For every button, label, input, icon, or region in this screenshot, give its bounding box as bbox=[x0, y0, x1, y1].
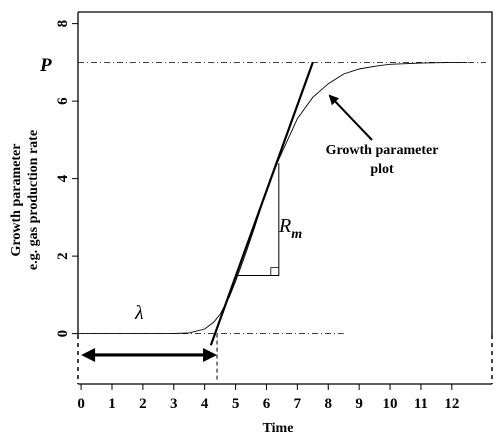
x-tick-label: 7 bbox=[294, 396, 302, 412]
y-axis-title-line1: Growth parameter bbox=[9, 144, 24, 257]
x-tick-label: 11 bbox=[414, 396, 428, 412]
rate-label-main: R bbox=[278, 215, 291, 237]
curve-label-line1: Growth parameter bbox=[326, 143, 439, 158]
curve-label-arrow bbox=[328, 94, 373, 141]
x-axis-ticks: 0 1 2 3 4 5 6 7 8 9 10 11 12 bbox=[77, 384, 459, 412]
lag-label: λ bbox=[134, 302, 144, 324]
curve-label-line2: plot bbox=[370, 162, 394, 177]
x-tick-label: 5 bbox=[232, 396, 240, 412]
plot-frame bbox=[77, 11, 493, 335]
slope-triangle bbox=[235, 163, 280, 276]
y-tick-label: 6 bbox=[55, 97, 71, 105]
x-tick-label: 1 bbox=[108, 396, 116, 412]
x-tick-label: 6 bbox=[263, 396, 271, 412]
plateau-label: P bbox=[39, 55, 52, 76]
x-tick-label: 3 bbox=[170, 396, 178, 412]
max-rate-tangent-line bbox=[209, 62, 314, 346]
y-axis-title-line2: e.g. gas production rate bbox=[26, 130, 41, 270]
x-axis-title: Time bbox=[263, 421, 294, 436]
growth-curve-line bbox=[81, 61, 468, 335]
right-angle-marker bbox=[270, 267, 279, 276]
y-axis-ticks: 0 2 4 6 8 bbox=[55, 20, 78, 338]
rate-label: Rm bbox=[278, 215, 302, 242]
rate-label-subscript: m bbox=[291, 227, 302, 242]
y-tick-label: 2 bbox=[55, 252, 71, 260]
x-tick-label: 2 bbox=[139, 396, 147, 412]
x-tick-label: 10 bbox=[383, 396, 398, 412]
y-tick-label: 0 bbox=[55, 330, 71, 338]
x-tick-label: 9 bbox=[355, 396, 363, 412]
lag-arrow-head-left bbox=[81, 347, 96, 362]
lag-arrow-head-right bbox=[203, 347, 218, 362]
x-tick-label: 0 bbox=[77, 396, 85, 412]
x-tick-label: 12 bbox=[444, 396, 459, 412]
y-tick-label: 8 bbox=[55, 20, 71, 28]
y-tick-label: 4 bbox=[55, 174, 71, 182]
x-tick-label: 8 bbox=[325, 396, 333, 412]
x-tick-label: 4 bbox=[201, 396, 209, 412]
